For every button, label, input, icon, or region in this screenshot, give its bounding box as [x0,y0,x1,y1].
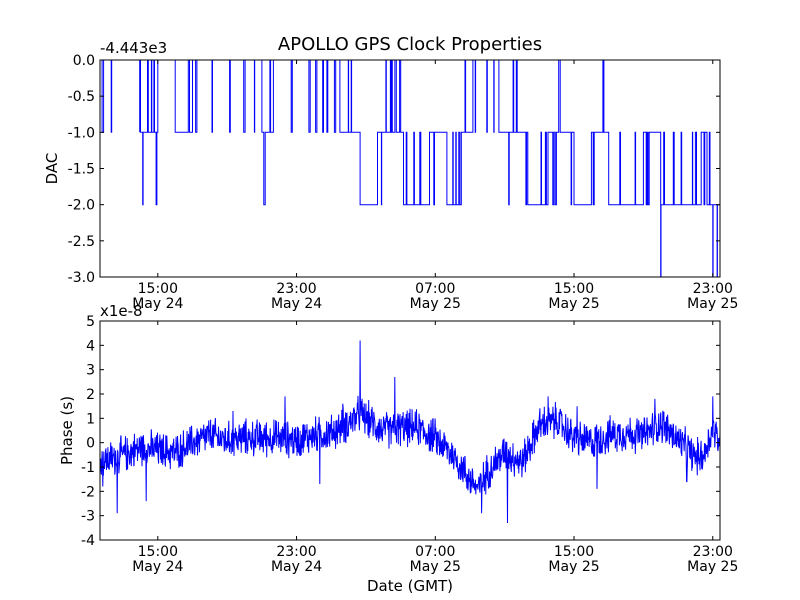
y-tick-label: -1.0 [68,125,95,141]
y-tick-label: -3 [81,509,95,525]
y-tick-label: -2 [81,484,95,500]
x-tick-time-label: 15:00 [554,281,594,297]
x-tick-date-label: May 25 [410,296,461,312]
chart-title: APOLLO GPS Clock Properties [278,34,542,55]
x-tick-time-label: 23:00 [693,281,733,297]
y-tick-label: 5 [86,314,95,330]
x-tick-date-label: May 25 [410,559,461,575]
x-tick-date-label: May 25 [548,559,599,575]
x-tick-date-label: May 24 [132,296,183,312]
x-tick-time-label: 15:00 [138,281,178,297]
x-tick-time-label: 07:00 [415,544,455,560]
y-tick-label: 0.0 [73,53,95,69]
x-tick-date-label: May 24 [132,559,183,575]
y-tick-label: 4 [86,338,95,354]
dac-series-line [100,60,720,277]
y-tick-label: 1 [86,411,95,427]
y-tick-label: 0 [86,436,95,452]
x-tick-date-label: May 24 [271,559,322,575]
y-axis-label: Phase (s) [58,396,76,465]
y-tick-label: -3.0 [68,270,95,286]
y-tick-label: -1.5 [68,162,95,178]
x-tick-time-label: 23:00 [693,544,733,560]
axes-frame [99,320,721,541]
x-tick-time-label: 23:00 [276,281,316,297]
x-tick-time-label: 23:00 [276,544,316,560]
y-tick-label: -2.5 [68,234,95,250]
x-tick-date-label: May 25 [687,559,738,575]
y-axis-label: DAC [43,153,61,185]
x-tick-time-label: 07:00 [415,281,455,297]
x-tick-date-label: May 24 [271,296,322,312]
y-tick-label: 2 [86,387,95,403]
axis-offset-label: x1e-8 [100,302,143,320]
axis-offset-label: -4.443e3 [100,39,167,57]
x-tick-time-label: 15:00 [554,544,594,560]
x-tick-date-label: May 25 [687,296,738,312]
y-tick-label: -0.5 [68,89,95,105]
x-tick-date-label: May 25 [548,296,599,312]
y-tick-label: -2.0 [68,198,95,214]
y-tick-label: -1 [81,460,95,476]
y-tick-label: 3 [86,363,95,379]
x-axis-label: Date (GMT) [367,577,453,595]
y-tick-label: -4 [81,533,95,549]
phase-series-line [100,340,720,524]
x-tick-time-label: 15:00 [138,544,178,560]
